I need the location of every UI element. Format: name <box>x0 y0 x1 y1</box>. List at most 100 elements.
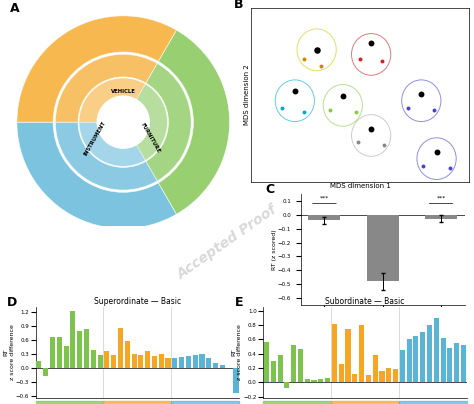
Point <box>291 88 299 95</box>
Bar <box>305 379 310 382</box>
Text: INSTRUMENT: INSTRUMENT <box>83 120 107 156</box>
Bar <box>91 350 96 368</box>
Bar <box>413 336 419 382</box>
Bar <box>386 368 392 382</box>
Bar <box>84 329 89 368</box>
Y-axis label: MDS dimension 2: MDS dimension 2 <box>244 65 250 125</box>
Bar <box>138 355 144 368</box>
Bar <box>36 401 103 404</box>
Point <box>446 165 454 171</box>
Bar <box>220 365 225 368</box>
Bar <box>131 354 137 368</box>
Bar <box>427 325 432 382</box>
Title: Superordinate — Basic: Superordinate — Basic <box>94 297 181 306</box>
Bar <box>379 371 384 382</box>
Bar <box>179 358 184 368</box>
Bar <box>346 328 351 382</box>
Bar <box>206 358 211 368</box>
Bar <box>36 361 42 368</box>
Y-axis label: RT
z score difference: RT z score difference <box>4 324 15 381</box>
Point <box>300 109 307 116</box>
Point <box>356 56 364 62</box>
Bar <box>399 401 467 404</box>
Y-axis label: RT
z score difference: RT z score difference <box>231 324 242 381</box>
Bar <box>70 311 75 368</box>
Bar <box>309 215 340 220</box>
Bar <box>420 332 425 382</box>
Bar <box>145 351 150 368</box>
Point <box>354 139 362 146</box>
Bar <box>332 324 337 382</box>
Text: A: A <box>10 2 20 15</box>
Bar <box>425 215 457 219</box>
Point <box>404 105 412 111</box>
Bar <box>111 355 116 368</box>
Point <box>278 105 285 111</box>
Text: C: C <box>265 183 274 196</box>
Text: D: D <box>7 296 17 309</box>
Wedge shape <box>146 63 191 181</box>
Bar <box>77 331 82 368</box>
Bar <box>277 355 283 382</box>
Point <box>339 93 346 99</box>
Point <box>367 40 375 46</box>
Text: VEHICLE: VEHICLE <box>111 89 136 94</box>
Bar <box>172 401 239 404</box>
Wedge shape <box>55 122 157 190</box>
Bar <box>331 401 399 404</box>
Bar <box>407 339 412 382</box>
Bar <box>159 354 164 368</box>
Y-axis label: RT (z scored): RT (z scored) <box>272 229 276 270</box>
Bar <box>284 382 290 388</box>
Point <box>352 109 360 116</box>
Bar <box>352 374 357 382</box>
Text: ***: *** <box>437 196 446 201</box>
Bar <box>263 401 331 404</box>
Bar <box>186 356 191 368</box>
Wedge shape <box>123 84 167 160</box>
Text: E: E <box>235 296 243 309</box>
Bar <box>447 348 453 382</box>
Wedge shape <box>17 122 176 229</box>
Bar <box>367 215 399 282</box>
Bar <box>57 337 62 368</box>
Point <box>300 56 307 62</box>
Wedge shape <box>158 30 229 214</box>
Circle shape <box>97 96 149 148</box>
Text: FURNITURE: FURNITURE <box>140 122 161 154</box>
Point <box>418 90 425 97</box>
Bar <box>103 401 172 404</box>
Bar <box>233 368 238 393</box>
Bar <box>152 356 157 368</box>
Point <box>317 63 325 69</box>
Point <box>313 46 320 53</box>
Bar <box>291 345 296 382</box>
Point <box>378 58 386 65</box>
Bar <box>64 346 69 368</box>
Bar <box>373 355 378 382</box>
Bar <box>454 343 459 382</box>
Bar <box>338 364 344 382</box>
Wedge shape <box>79 78 146 122</box>
Text: B: B <box>234 0 243 11</box>
Bar <box>213 363 218 368</box>
Point <box>381 141 388 148</box>
Bar <box>400 350 405 382</box>
Bar <box>172 358 177 368</box>
Point <box>367 125 375 132</box>
Bar <box>366 375 371 382</box>
Point <box>419 162 427 169</box>
Bar <box>125 341 130 368</box>
Bar <box>393 369 398 382</box>
Title: Subordinate — Basic: Subordinate — Basic <box>325 297 405 306</box>
Bar <box>192 355 198 368</box>
Bar <box>104 351 109 368</box>
Wedge shape <box>79 122 146 166</box>
Bar <box>311 380 317 382</box>
Bar <box>118 328 123 368</box>
Point <box>433 148 440 155</box>
Bar <box>200 354 205 368</box>
Bar <box>271 361 276 382</box>
Bar <box>43 368 48 376</box>
Point <box>430 107 438 113</box>
